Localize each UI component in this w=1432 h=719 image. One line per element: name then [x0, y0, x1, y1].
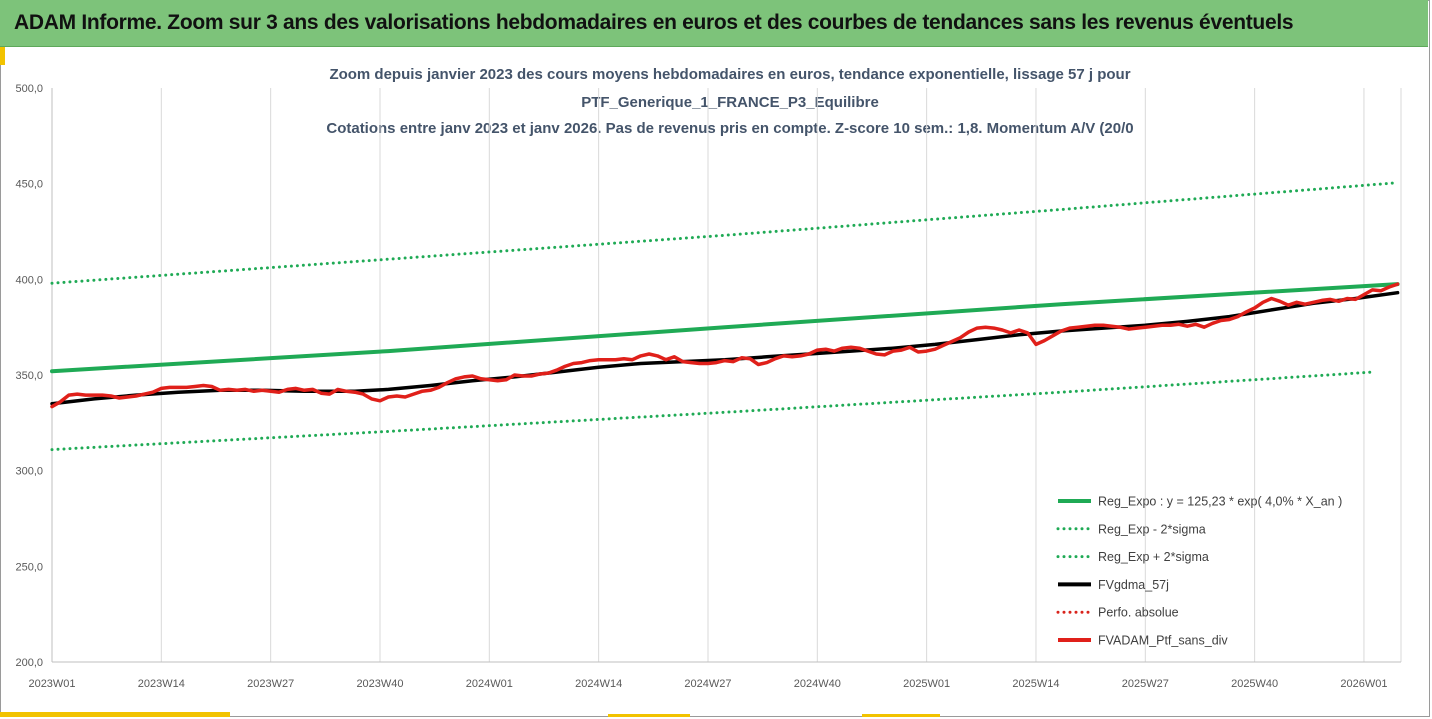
x-tick-label: 2026W01 — [1340, 678, 1387, 690]
legend: Reg_Expo : y = 125,23 * exp( 4,0% * X_an… — [1056, 495, 1342, 648]
x-tick-label: 2023W27 — [247, 678, 294, 690]
accent-bar-bottom-mid1 — [608, 714, 690, 717]
chart-title-line-2: PTF_Generique_1_FRANCE_P3_Equilibre — [581, 94, 879, 111]
y-tick-label: 400,0 — [15, 274, 43, 286]
series-layer — [50, 181, 1400, 452]
x-tick-label: 2024W14 — [575, 678, 622, 690]
y-tick-label: 250,0 — [15, 561, 43, 573]
x-tick-label: 2024W27 — [684, 678, 731, 690]
x-tick-label: 2023W40 — [356, 678, 403, 690]
legend-label: Reg_Exp - 2*sigma — [1098, 522, 1206, 536]
legend-label: FVADAM_Ptf_sans_div — [1098, 634, 1228, 648]
series-line-fvadam-ptf-sans-div-5 — [50, 282, 1400, 409]
chart-title-line-1: Zoom depuis janvier 2023 des cours moyen… — [329, 66, 1131, 83]
y-tick-label: 200,0 — [15, 657, 43, 669]
legend-label: Perfo. absolue — [1098, 606, 1179, 620]
x-tick-label: 2025W40 — [1231, 678, 1278, 690]
x-tick-label: 2023W01 — [28, 678, 75, 690]
x-tick-label: 2023W14 — [138, 678, 185, 690]
series-line-reg-exp-2 — [50, 181, 1400, 285]
series-line-reg-exp-1 — [50, 370, 1374, 452]
legend-label: FVgdma_57j — [1098, 578, 1169, 592]
x-tick-label: 2024W01 — [466, 678, 513, 690]
report-header: ADAM Informe. Zoom sur 3 ans des valoris… — [0, 0, 1428, 47]
chart-title-line-3: Cotations entre janv 2023 et janv 2026. … — [326, 120, 1134, 137]
y-tick-label: 450,0 — [15, 179, 43, 191]
accent-bar-bottom-left — [0, 712, 230, 717]
y-tick-label: 500,0 — [15, 83, 43, 95]
x-tick-label: 2025W14 — [1012, 678, 1059, 690]
legend-label: Reg_Expo : y = 125,23 * exp( 4,0% * X_an… — [1098, 495, 1342, 509]
y-tick-label: 350,0 — [15, 370, 43, 382]
x-tick-label: 2024W40 — [794, 678, 841, 690]
x-tick-label: 2025W27 — [1122, 678, 1169, 690]
axes: 200,0 250,0 300,0 350,0 400,0 450,0 500,0 2023W… — [15, 83, 1401, 690]
grid-lines — [51, 88, 1402, 662]
report-title: ADAM Informe. Zoom sur 3 ans des valoris… — [14, 11, 1294, 34]
legend-label: Reg_Exp + 2*sigma — [1098, 550, 1209, 564]
series-line-reg-expo-0 — [50, 282, 1400, 374]
series-line-fvgdma-57j-3 — [50, 290, 1400, 406]
x-tick-label: 2025W01 — [903, 678, 950, 690]
accent-bar-bottom-mid2 — [862, 714, 940, 717]
accent-bar-top-left — [0, 47, 5, 65]
y-tick-label: 300,0 — [15, 466, 43, 478]
